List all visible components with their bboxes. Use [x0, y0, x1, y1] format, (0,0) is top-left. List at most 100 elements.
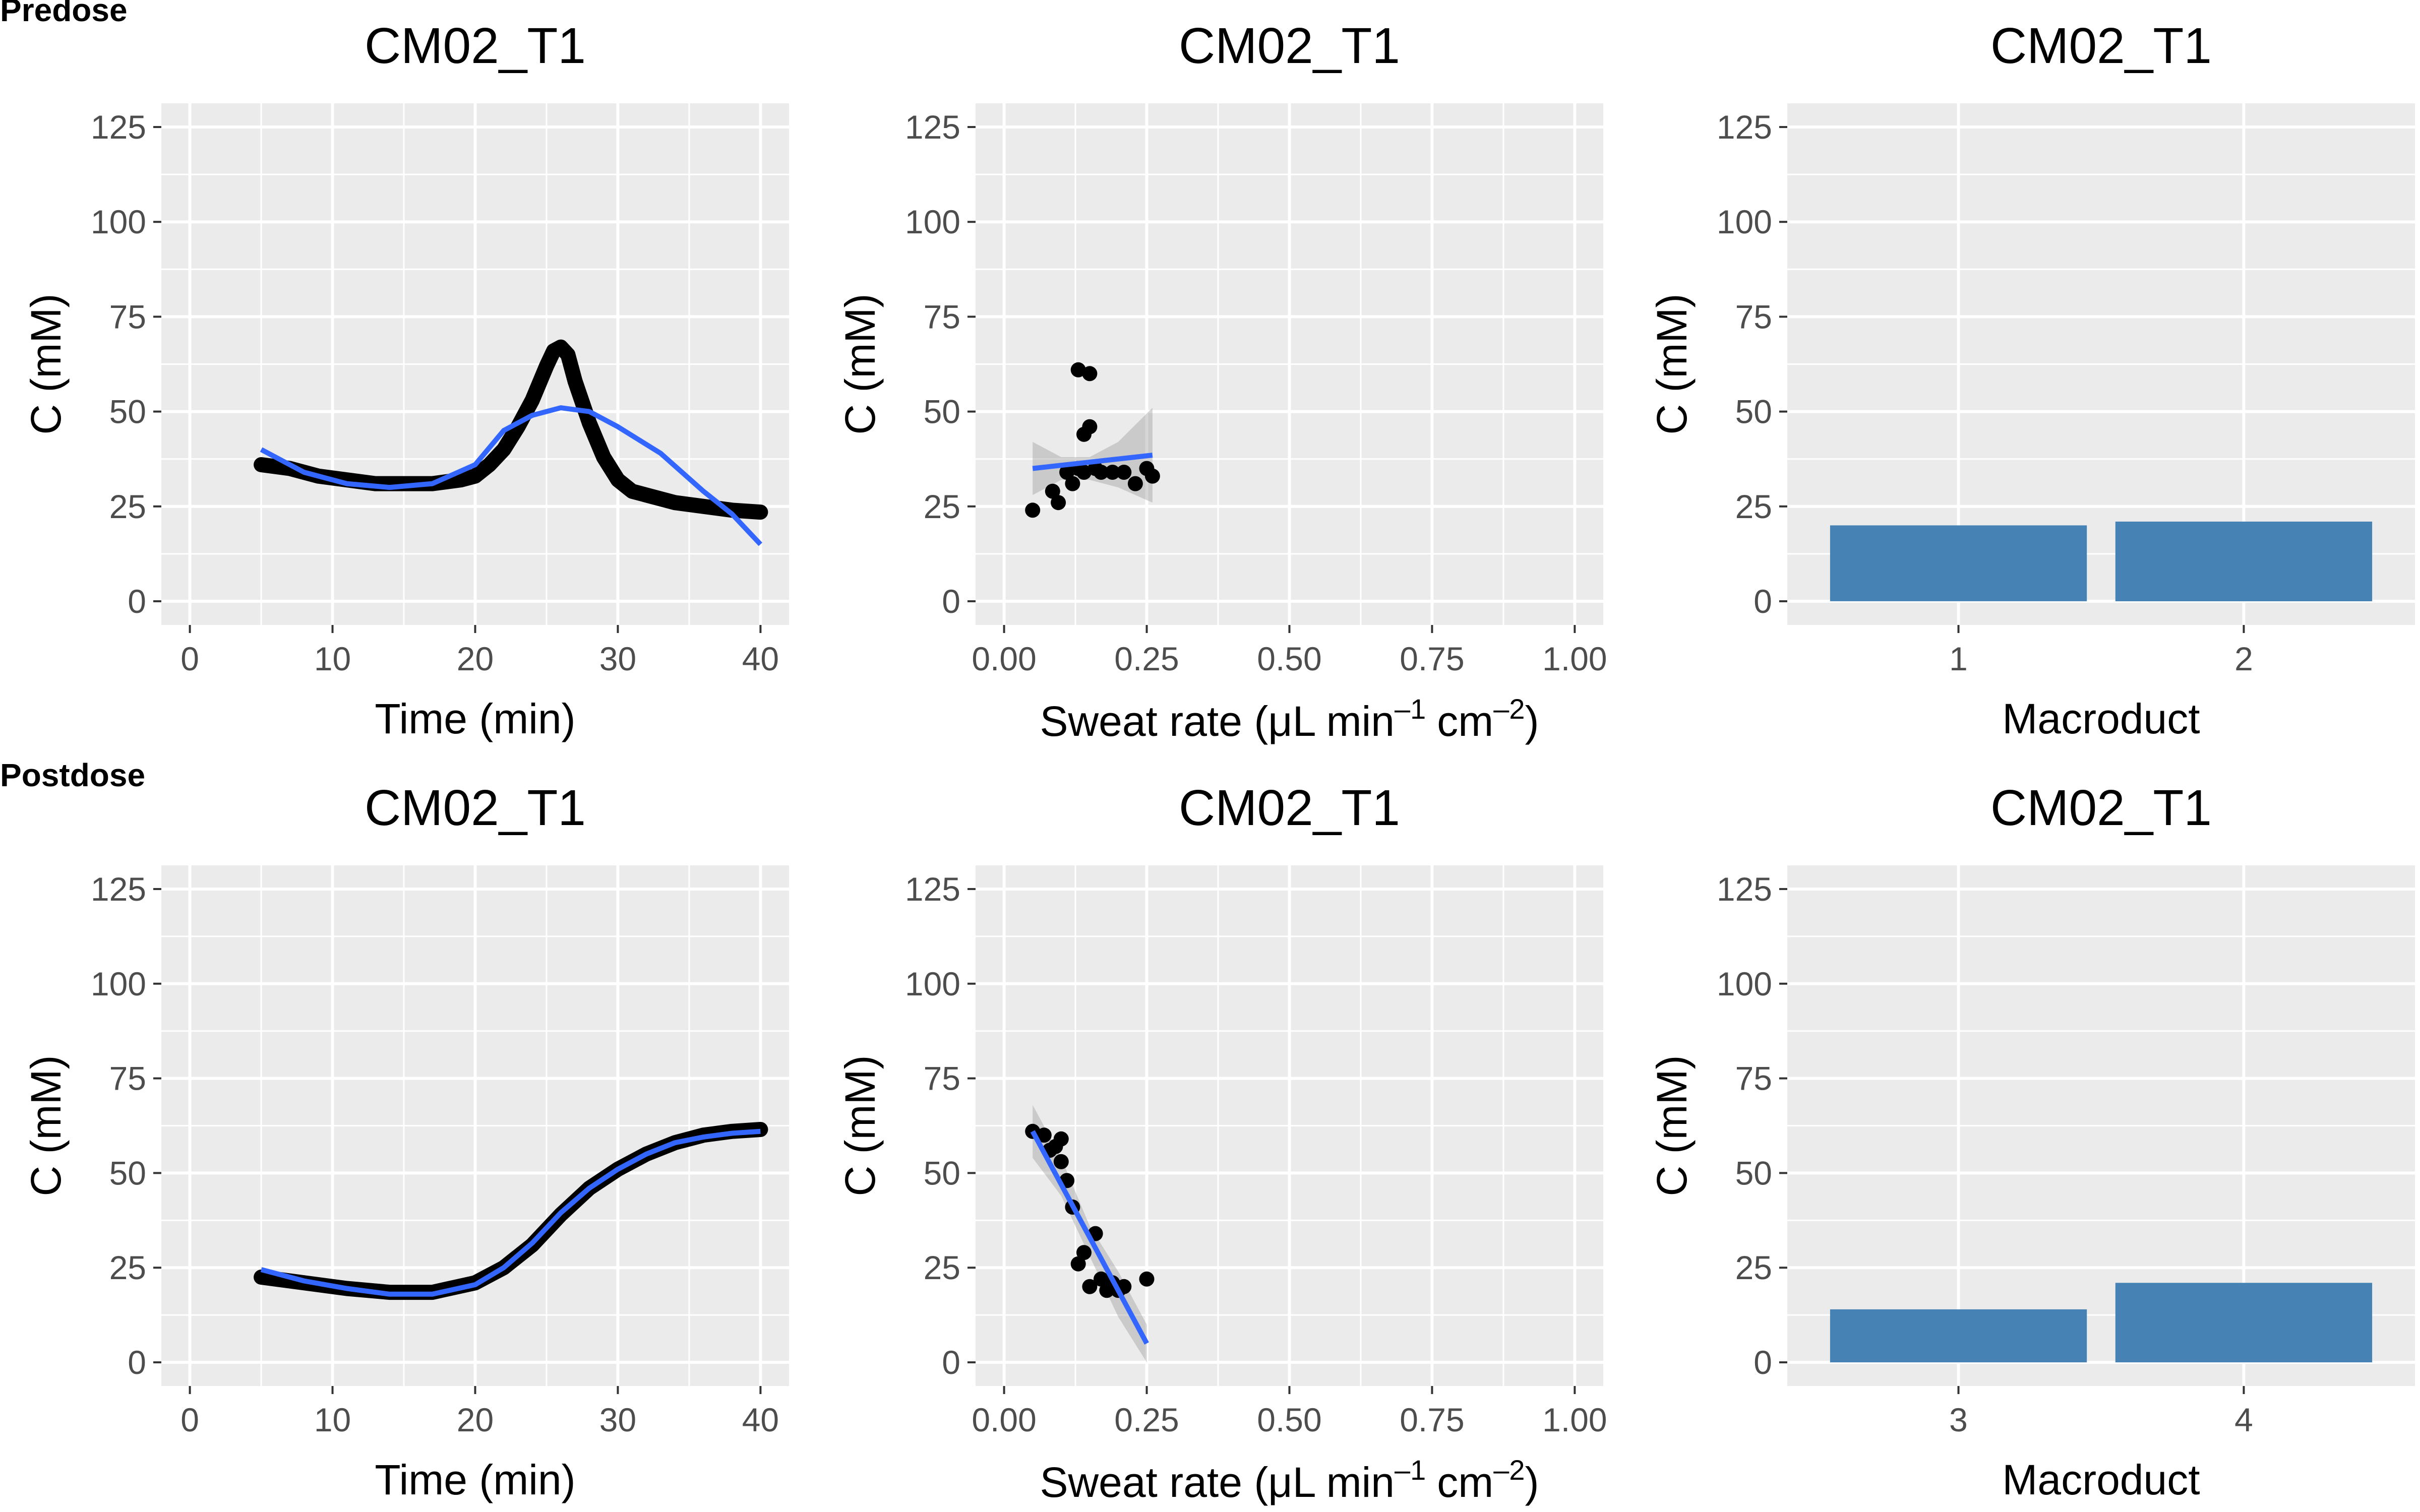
bar-4 — [2115, 1283, 2373, 1363]
panel-title: CM02_T1 — [1990, 18, 2212, 74]
y-tick-label: 25 — [1735, 488, 1772, 525]
x-axis-label: Time (min) — [375, 695, 575, 742]
data-point — [1053, 1154, 1069, 1169]
data-point — [1094, 1271, 1109, 1287]
x-axis-label-exp2: –2 — [1493, 1454, 1525, 1486]
x-axis-label: Time (min) — [375, 1456, 575, 1503]
x-tick-label: 30 — [599, 640, 636, 677]
y-axis-label: C (mM) — [22, 1055, 70, 1196]
y-axis-label: C (mM) — [1648, 1055, 1696, 1196]
observed-series-line — [254, 339, 768, 520]
data-layer — [254, 339, 768, 546]
x-tick-label: 0.25 — [1114, 1401, 1179, 1438]
x-tick-label: 0.50 — [1257, 1401, 1321, 1438]
panel-title: CM02_T1 — [365, 780, 586, 836]
y-tick-label: 75 — [924, 298, 960, 335]
x-axis-label-exp1: –1 — [1395, 1454, 1426, 1486]
y-tick-label: 125 — [905, 108, 960, 146]
y-tick-label: 50 — [1735, 1154, 1772, 1191]
data-point — [1070, 1256, 1086, 1272]
y-tick-label: 0 — [1753, 1344, 1772, 1381]
data-point — [1070, 362, 1086, 377]
smooth-series-line — [260, 405, 763, 546]
data-point — [1051, 495, 1066, 511]
y-tick-label: 75 — [924, 1060, 960, 1097]
bar-2 — [2115, 521, 2373, 601]
y-tick-label: 100 — [1717, 203, 1772, 240]
y-tick-label: 25 — [924, 488, 960, 525]
x-axis-label: Macroduct — [2002, 1456, 2200, 1503]
y-tick-label: 125 — [91, 870, 146, 908]
y-tick-label: 75 — [109, 298, 146, 335]
y-tick-label: 25 — [109, 488, 146, 525]
panel-post-sweat: 0 25 50 75 100 125 0.00 0.25 0.50 0.75 1.00 CM02_T1… — [836, 780, 1607, 1506]
y-tick-label: 100 — [91, 965, 146, 1002]
y-tick-label: 0 — [1753, 583, 1772, 620]
data-point — [1036, 1127, 1052, 1143]
x-axis-label-close: ) — [1525, 1459, 1539, 1506]
y-axis-label: C (mM) — [1648, 294, 1696, 435]
data-point — [1144, 468, 1160, 484]
y-axis-label: C (mM) — [836, 294, 884, 435]
y-tick-label: 50 — [1735, 393, 1772, 430]
data-point — [1045, 483, 1060, 499]
y-axis-label: C (mM) — [22, 294, 70, 435]
y-tick-label: 125 — [905, 870, 960, 908]
x-axis-label-unit: cm — [1437, 698, 1493, 745]
panel-title: CM02_T1 — [1179, 18, 1400, 74]
data-point — [1059, 465, 1075, 480]
x-axis-label: Sweat rate (μL min–1 cm–2) — [1040, 693, 1539, 745]
x-axis-label-main: Sweat rate (μL min — [1040, 1459, 1395, 1506]
bar-1 — [1830, 525, 2087, 601]
x-tick-label: 0 — [180, 640, 199, 677]
x-tick-label: 3 — [1949, 1401, 1968, 1438]
panel-pre-sweat: 0 25 50 75 100 125 0.00 0.25 0.50 0.75 1.00 CM02_T1… — [836, 18, 1607, 745]
data-point — [1139, 1271, 1155, 1287]
panel-post-time: 0 25 50 75 100 125 0 10 20 30 40 CM02_T1 Time (min) C… — [22, 780, 789, 1503]
data-point — [1025, 502, 1041, 518]
x-axis-label: Macroduct — [2002, 695, 2200, 742]
data-point — [1127, 476, 1143, 491]
fit-line — [1030, 1130, 1149, 1345]
x-tick-label: 0 — [180, 1401, 199, 1438]
data-point — [1076, 1245, 1092, 1261]
panel-title: CM02_T1 — [365, 18, 586, 74]
data-point — [1082, 366, 1098, 382]
row-label-postdose: Postdose — [0, 757, 145, 793]
x-tick-label: 0.50 — [1257, 640, 1321, 677]
x-axis-label-close: ) — [1525, 698, 1539, 745]
panel-title: CM02_T1 — [1990, 780, 2212, 836]
x-tick-label: 40 — [742, 640, 779, 677]
panel-pre-macro: 0 25 50 75 100 125 1 2 CM02_T1 Macroduct C (mM) — [1648, 18, 2415, 742]
y-tick-label: 0 — [128, 583, 146, 620]
x-tick-label: 10 — [314, 1401, 351, 1438]
x-tick-label: 2 — [2234, 640, 2253, 677]
data-point — [1105, 465, 1120, 480]
y-tick-label: 100 — [905, 203, 960, 240]
y-tick-label: 50 — [109, 393, 146, 430]
y-axis-label: C (mM) — [836, 1055, 884, 1196]
x-tick-label: 20 — [457, 640, 494, 677]
panel-title: CM02_T1 — [1179, 780, 1400, 836]
y-tick-label: 50 — [924, 1154, 960, 1191]
panel-pre-time: 0 25 50 75 100 125 0 10 20 30 40 CM02_T1 Time (min) C… — [22, 18, 789, 742]
x-tick-label: 30 — [599, 1401, 636, 1438]
y-tick-label: 25 — [1735, 1249, 1772, 1286]
x-tick-label: 0.00 — [972, 1401, 1036, 1438]
x-tick-label: 0.25 — [1114, 640, 1179, 677]
y-tick-label: 75 — [1735, 1060, 1772, 1097]
x-axis-label-exp2: –2 — [1493, 693, 1525, 725]
x-axis-label-exp1: –1 — [1395, 693, 1426, 725]
y-tick-label: 100 — [91, 203, 146, 240]
x-axis-label-unit: cm — [1437, 1459, 1493, 1506]
x-axis-label: Sweat rate (μL min–1 cm–2) — [1040, 1454, 1539, 1506]
x-tick-label: 40 — [742, 1401, 779, 1438]
x-tick-label: 1 — [1949, 640, 1968, 677]
y-tick-label: 25 — [109, 1249, 146, 1286]
x-tick-label: 0.75 — [1400, 1401, 1464, 1438]
x-tick-label: 10 — [314, 640, 351, 677]
fit-line — [1032, 453, 1153, 471]
y-tick-label: 0 — [942, 583, 960, 620]
y-tick-label: 25 — [924, 1249, 960, 1286]
